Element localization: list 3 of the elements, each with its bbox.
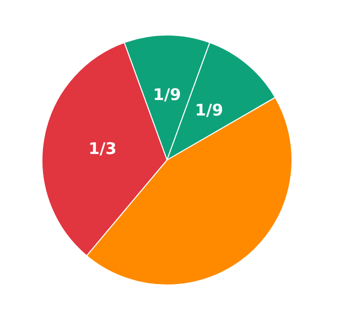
data-label: 1/3	[88, 139, 117, 158]
data-label: 1/9	[152, 85, 182, 104]
data-label: 1/9	[195, 100, 224, 120]
